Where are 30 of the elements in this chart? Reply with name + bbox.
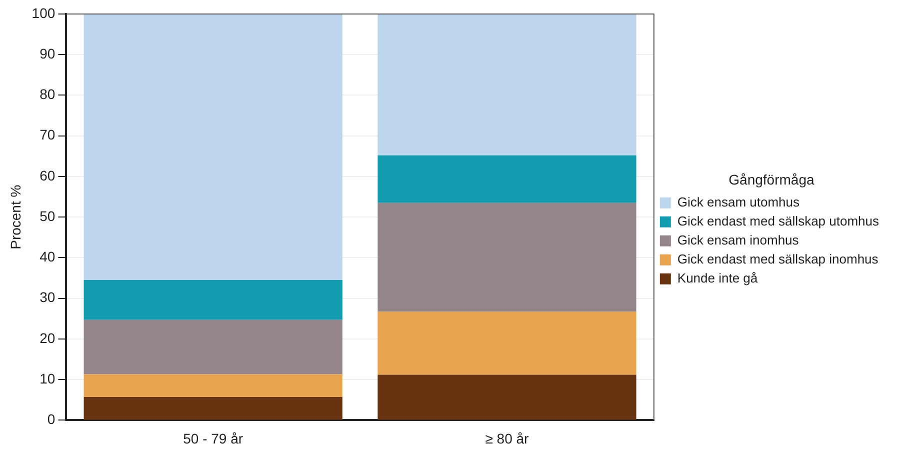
bar xyxy=(84,280,342,320)
x-tick-label: ≥ 80 år xyxy=(485,430,530,446)
bar xyxy=(84,14,342,280)
y-tick-label: 100 xyxy=(32,4,56,21)
bar xyxy=(378,374,636,420)
legend-label: Gick endast med sällskap utomhus xyxy=(677,213,880,228)
bar xyxy=(84,374,342,398)
bar xyxy=(378,202,636,312)
legend-label: Gick ensam inomhus xyxy=(677,232,800,248)
bar xyxy=(378,14,636,156)
y-tick-label: 60 xyxy=(40,167,56,184)
bar xyxy=(84,320,342,374)
legend-label: Gick ensam utomhus xyxy=(677,194,800,210)
y-tick-label: 20 xyxy=(40,330,56,346)
y-tick-label: 70 xyxy=(40,126,56,143)
y-tick-label: 90 xyxy=(40,45,56,62)
y-tick-label: 40 xyxy=(40,248,56,265)
legend-label: Kunde inte gå xyxy=(677,270,758,286)
y-tick-label: 10 xyxy=(40,370,56,386)
y-tick-label: 50 xyxy=(40,208,56,224)
legend-title: Gångförmåga xyxy=(728,171,814,188)
bar xyxy=(84,397,342,420)
legend-label: Gick endast med sällskap inomhus xyxy=(677,251,879,266)
y-tick-label: 0 xyxy=(47,411,56,428)
bar xyxy=(378,312,636,375)
y-tick-label: 80 xyxy=(40,86,56,102)
y-axis-title: Procent % xyxy=(7,184,24,250)
bar xyxy=(378,155,636,203)
y-tick-label: 30 xyxy=(40,289,56,306)
x-tick-label: 50 - 79 år xyxy=(183,430,244,446)
